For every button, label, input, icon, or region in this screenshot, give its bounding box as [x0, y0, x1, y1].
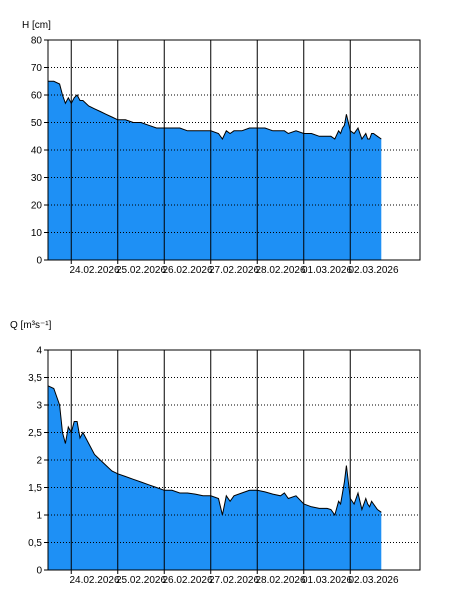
discharge-y-tick-label: 3,5: [28, 373, 42, 384]
water-level-x-tick-label: 27.02.2026: [209, 265, 259, 276]
water-level-plot-frame: [47, 39, 421, 261]
discharge-y-tick-label: 4: [36, 346, 42, 357]
water-level-y-tick-label: 0: [36, 256, 42, 267]
water-level-x-tick-label: 28.02.2026: [255, 265, 305, 276]
discharge-y-tick-label: 1: [36, 511, 42, 522]
discharge-area-fill: [48, 385, 382, 570]
water-level-y-tick-label: 30: [31, 173, 43, 184]
water-level-axis-title: H [cm]: [22, 20, 51, 31]
discharge-x-tick-label: 26.02.2026: [162, 575, 212, 586]
water-level-y-tick-label: 60: [31, 91, 43, 102]
water-level-area-fill: [48, 81, 382, 260]
discharge-y-tick-label: 2,5: [28, 428, 42, 439]
discharge-y-tick-label: 1,5: [28, 483, 42, 494]
water-level-chart: H [cm] 0 10 20 30 40 50 60 70 80 24.02.2026 25.02.…: [0, 0, 450, 290]
discharge-x-tick-label: 02.03.2026: [348, 575, 398, 586]
discharge-x-tick-label: 27.02.2026: [209, 575, 259, 586]
water-level-chart-svg: H [cm] 0 10 20 30 40 50 60 70 80 24.02.202625.02.…: [22, 20, 421, 276]
water-level-y-tick-label: 10: [31, 228, 43, 239]
water-level-y-tick-label: 20: [31, 201, 43, 212]
discharge-y-tick-label: 0,5: [28, 538, 42, 549]
water-level-y-tick-label: 40: [31, 146, 43, 157]
discharge-chart: Q [m³s⁻¹] 0 0,5 1 1,5 2 2,5 3 3,5 4 24.02.2026 25.…: [0, 310, 450, 600]
discharge-y-tick-label: 0: [36, 566, 42, 577]
water-level-x-tick-label: 24.02.2026: [69, 265, 119, 276]
discharge-chart-svg: Q [m³s⁻¹] 0 0,5 1 1,5 2 2,5 3 3,5 4 24.02.202625.…: [10, 320, 421, 586]
discharge-y-tick-label: 3: [36, 401, 42, 412]
discharge-x-tick-label: 24.02.2026: [69, 575, 119, 586]
water-level-series-line: [48, 80, 382, 141]
discharge-y-tick-label: 2: [36, 456, 42, 467]
water-level-x-tick-label: 02.03.2026: [348, 265, 398, 276]
water-level-x-tick-label: 25.02.2026: [116, 265, 166, 276]
discharge-x-tick-label: 01.03.2026: [302, 575, 352, 586]
water-level-x-tick-label: 26.02.2026: [162, 265, 212, 276]
discharge-plot-frame: [47, 349, 421, 571]
discharge-x-tick-label: 25.02.2026: [116, 575, 166, 586]
water-level-y-tick-label: 80: [31, 36, 43, 47]
water-level-x-tick-label: 01.03.2026: [302, 265, 352, 276]
discharge-x-tick-label: 28.02.2026: [255, 575, 305, 586]
discharge-series-line: [47, 385, 382, 517]
water-level-y-tick-label: 50: [31, 118, 43, 129]
water-level-y-tick-label: 70: [31, 63, 43, 74]
discharge-axis-title: Q [m³s⁻¹]: [10, 320, 52, 331]
